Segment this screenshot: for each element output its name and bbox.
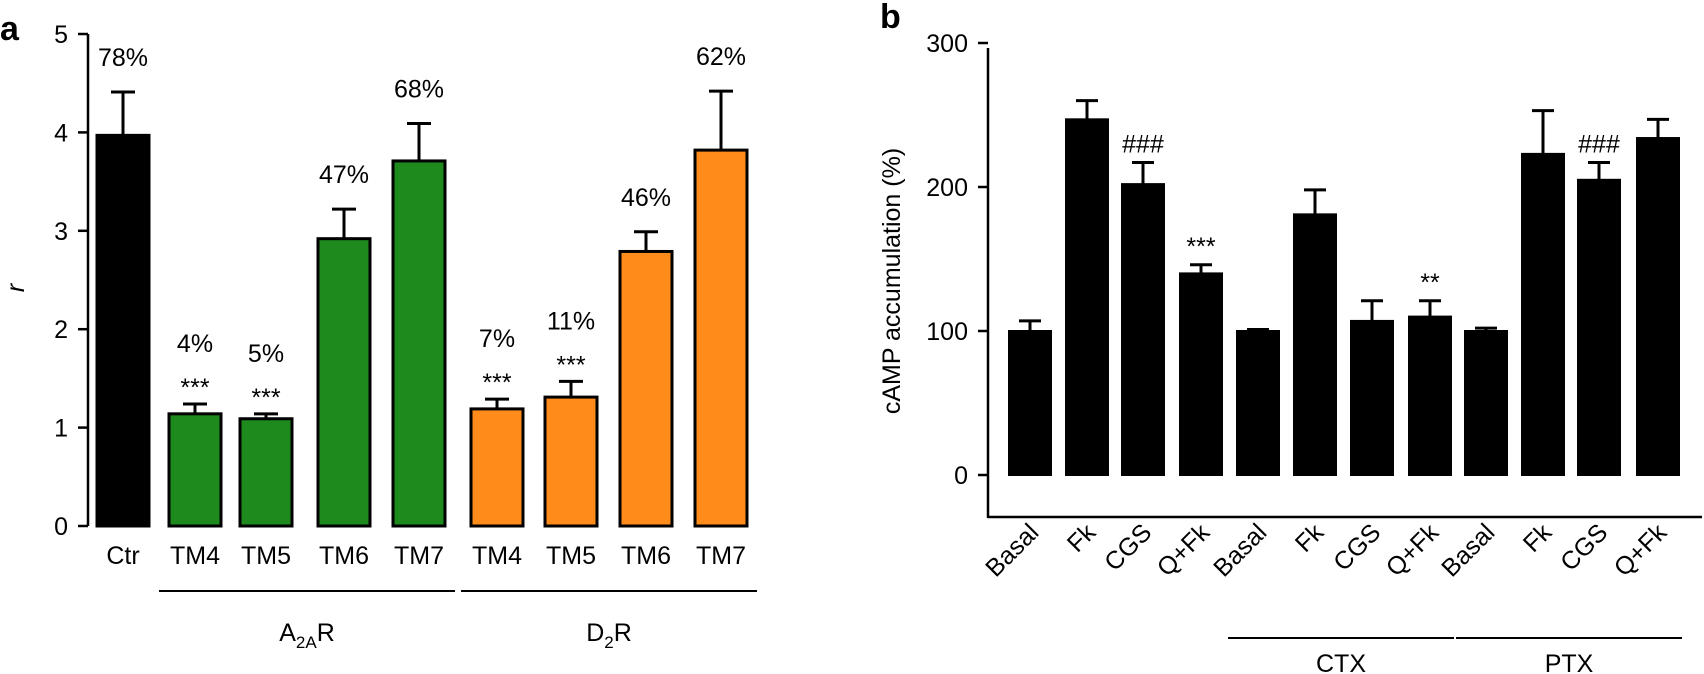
panel-a-y-tick-label: 5 [54, 21, 68, 49]
panel-a-significance-label: *** [556, 351, 585, 379]
panel-b-x-tick-label: CGS [1328, 518, 1386, 576]
panel-a-bar [238, 417, 294, 528]
panel-b-significance-label: *** [1186, 233, 1215, 261]
panel-a-group-label: A2AR [279, 619, 335, 652]
panel-b-x-tick-label: Q+Fk [1609, 518, 1673, 582]
panel-b-x-tick-label: CGS [1555, 518, 1613, 576]
panel-a-bar [95, 133, 151, 528]
panel-a-bar [618, 249, 674, 528]
panel-a-percent-label: 46% [621, 184, 671, 212]
panel-b-bar [1179, 272, 1223, 476]
panel-a-x-tick-label: TM4 [472, 542, 522, 570]
panel-b-y-axis-label: cAMP accumulation (%) [878, 148, 906, 414]
panel-a-x-tick-label: TM6 [319, 542, 369, 570]
panel-a-x-tick-label: Ctr [106, 542, 139, 570]
panel-b-bar [1350, 319, 1394, 477]
panel-b-y-tick-label: 0 [954, 462, 968, 490]
panel-b-x-tick-label: Fk [1290, 518, 1330, 558]
panel-a-y-tick-label: 3 [54, 218, 68, 246]
panel-b-x-tick-label: Basal [980, 518, 1044, 582]
panel-a-bar [391, 159, 447, 528]
panel-a-y-tick-label: 4 [54, 119, 68, 147]
panel-b-x-tick-label: Fk [1518, 518, 1558, 558]
panel-b-bar [1065, 118, 1109, 476]
panel-a-y-tick-label: 1 [54, 415, 68, 443]
panel-a-bar [316, 237, 372, 528]
panel-b-x-tick-label: Fk [1062, 518, 1102, 558]
panel-b-significance-label: ** [1420, 269, 1440, 297]
panel-a-y-tick-label: 0 [54, 513, 68, 541]
panel-a-x-tick-label: TM4 [170, 542, 220, 570]
panel-b-y-tick-label: 200 [926, 174, 968, 202]
panel-a-x-tick-label: TM6 [621, 542, 671, 570]
panel-b-bar [1293, 213, 1337, 477]
panel-b-x-tick-label: CGS [1099, 518, 1157, 576]
panel-a-significance-label: *** [251, 384, 280, 412]
panel-b-x-tick-label: Basal [1208, 518, 1272, 582]
panel-b-group-label: PTX [1545, 650, 1594, 674]
panel-b-x-tick-label: Q+Fk [1152, 518, 1216, 582]
panel-a-percent-label: 7% [479, 325, 515, 353]
panel-b-bar [1521, 152, 1565, 476]
panel-a-x-tick-label: TM7 [394, 542, 444, 570]
panel-b-bar [1121, 183, 1165, 476]
panel-a-bar [469, 407, 525, 528]
panel-a-percent-label: 78% [98, 44, 148, 72]
panel-a-percent-label: 68% [394, 76, 444, 104]
panel-b-significance-label: ### [1578, 131, 1620, 159]
panel-a-percent-label: 4% [177, 330, 213, 358]
panel-b-bar [1408, 315, 1452, 476]
panel-b-bar [1464, 330, 1508, 476]
panel-a-group-label: D2R [586, 619, 632, 652]
panel-a-significance-label: *** [180, 374, 209, 402]
panel-a-x-tick-label: TM5 [546, 542, 596, 570]
panel-a-y-axis-label: r [2, 282, 30, 292]
panel-a-percent-label: 5% [248, 340, 284, 368]
panel-b-bar [1577, 178, 1621, 477]
panel-a: a r 0 1 2 3 4 5 Ctr 78% TM4 *** 4% TM5 *** 5% TM6 47% T… [0, 10, 757, 652]
panel-b-x-tick-label: Basal [1436, 518, 1500, 582]
panel-b-y-tick-label: 300 [926, 30, 968, 58]
panel-b-y-tick-label: 100 [926, 318, 968, 346]
panel-a-percent-label: 47% [319, 161, 369, 189]
panel-b-x-tick-label: Q+Fk [1381, 518, 1445, 582]
panel-b-bar [1236, 330, 1280, 476]
panel-a-bar [543, 395, 599, 528]
panel-a-significance-label: *** [482, 369, 511, 397]
panel-b-bar [1636, 137, 1680, 476]
panel-a-percent-label: 11% [547, 307, 595, 335]
panel-b-letter: b [880, 0, 901, 36]
panel-b-significance-label: ### [1122, 131, 1164, 159]
panel-b: b cAMP accumulation (%) 0 100 200 300 Basal… [878, 0, 1702, 674]
panel-a-bar [167, 412, 223, 528]
panel-b-group-label: CTX [1316, 650, 1366, 674]
panel-a-y-tick-label: 2 [54, 316, 68, 344]
panel-b-bar [1008, 330, 1052, 476]
panel-a-percent-label: 62% [696, 43, 746, 71]
panel-a-x-tick-label: TM7 [696, 542, 746, 570]
panel-a-x-tick-label: TM5 [241, 542, 291, 570]
panel-a-bar [693, 148, 749, 528]
panel-a-letter: a [0, 10, 20, 48]
